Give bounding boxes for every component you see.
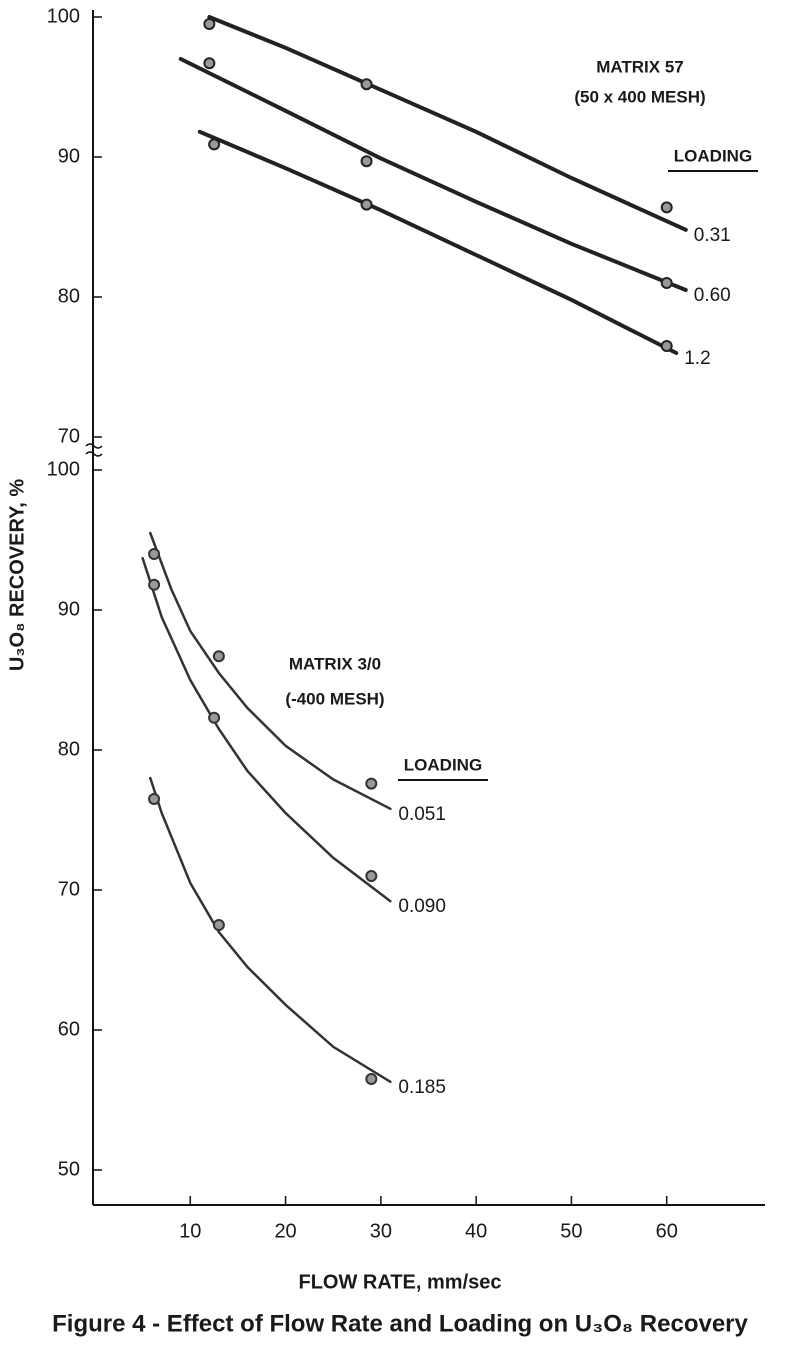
y-axis-label: U₃O₈ RECOVERY, %	[6, 479, 28, 672]
series-label: 0.090	[398, 896, 446, 917]
series-label: 1.2	[684, 348, 710, 369]
y-tick-label: 90	[58, 598, 80, 620]
fit-line	[149, 531, 392, 811]
series-label: 0.31	[694, 225, 731, 246]
data-point	[203, 57, 216, 70]
data-point	[208, 711, 221, 724]
data-point	[203, 18, 216, 30]
annotation: MATRIX 57	[596, 57, 684, 76]
x-tick-label: 20	[274, 1220, 296, 1242]
axis-break	[85, 443, 103, 457]
data-point	[360, 198, 373, 211]
data-point	[148, 793, 161, 805]
annotation: LOADING	[404, 755, 482, 774]
data-point	[148, 548, 161, 560]
fit-line	[141, 556, 392, 903]
data-point	[212, 650, 225, 663]
data-point	[212, 919, 225, 931]
y-tick-label: 80	[58, 285, 80, 307]
x-tick-label: 40	[465, 1220, 487, 1242]
x-tick-label: 30	[370, 1220, 392, 1242]
data-point	[365, 777, 378, 790]
x-tick-label: 10	[179, 1220, 201, 1242]
fit-line	[197, 129, 679, 355]
x-tick-label: 60	[656, 1220, 678, 1242]
annotation: (-400 MESH)	[285, 689, 384, 708]
fit-line	[207, 15, 688, 232]
data-point	[365, 1073, 378, 1085]
y-tick-label: 100	[47, 5, 80, 27]
data-point	[660, 340, 673, 352]
fit-line	[178, 57, 688, 292]
data-point	[360, 78, 373, 91]
y-tick-label: 80	[58, 738, 80, 760]
chart-title: Figure 4 - Effect of Flow Rate and Loadi…	[52, 1310, 748, 1337]
y-tick-label: 60	[58, 1018, 80, 1040]
y-tick-label: 100	[47, 458, 80, 480]
series-label: 0.185	[398, 1077, 446, 1098]
fit-line	[149, 776, 392, 1084]
annotation: (50 x 400 MESH)	[574, 87, 705, 106]
x-tick-label: 50	[560, 1220, 582, 1242]
annotation: MATRIX 3/0	[289, 654, 381, 673]
y-tick-label: 70	[58, 425, 80, 447]
data-point	[365, 870, 378, 882]
series-label: 0.60	[694, 285, 731, 306]
data-point	[360, 155, 373, 168]
x-axis-label: FLOW RATE, mm/sec	[299, 1271, 502, 1293]
series-label: 0.051	[398, 804, 446, 825]
data-point	[208, 138, 221, 151]
y-tick-label: 90	[58, 145, 80, 167]
data-point	[148, 578, 161, 591]
annotation: LOADING	[674, 146, 752, 165]
data-point	[660, 201, 673, 214]
data-point	[660, 277, 673, 289]
y-tick-label: 70	[58, 878, 80, 900]
y-tick-label: 50	[58, 1158, 80, 1180]
